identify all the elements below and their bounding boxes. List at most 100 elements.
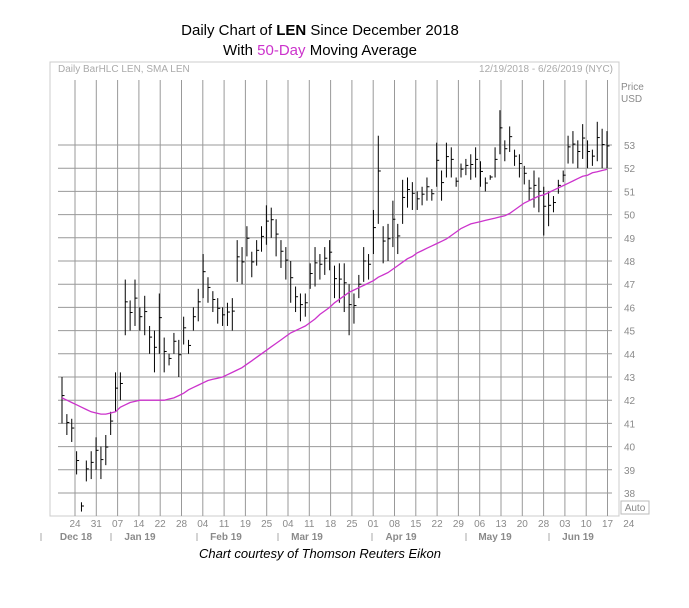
price-bar bbox=[596, 121, 600, 162]
sma-line bbox=[61, 168, 608, 415]
y-tick-label: 42 bbox=[624, 396, 636, 407]
price-bar bbox=[207, 277, 211, 303]
price-bar bbox=[358, 274, 362, 299]
y-tick-label: 39 bbox=[624, 466, 636, 477]
month-label: Jun 19 bbox=[562, 532, 594, 543]
chart-frame bbox=[49, 61, 620, 517]
price-bar bbox=[319, 254, 323, 280]
x-tick-label: 06 bbox=[474, 519, 486, 530]
price-bar bbox=[183, 316, 187, 345]
month-labels: Dec 18 Jan 19 Feb 19 Mar 19 Apr 19 May 19 Jun … bbox=[40, 532, 594, 543]
price-bar bbox=[265, 205, 269, 245]
chart-credit: Chart courtesy of Thomson Reuters Eikon bbox=[198, 546, 442, 561]
price-bar bbox=[129, 300, 133, 331]
price-bar bbox=[61, 377, 65, 424]
y-tick-label: 53 bbox=[624, 141, 636, 152]
sma-period-label: 50-Day bbox=[257, 42, 306, 59]
price-bar bbox=[80, 502, 84, 512]
x-tick-label: 20 bbox=[517, 519, 529, 530]
y-tick-label: 38 bbox=[624, 489, 636, 500]
price-bar bbox=[528, 179, 532, 201]
price-bar bbox=[484, 177, 488, 192]
x-tick-label: 31 bbox=[91, 519, 103, 530]
auto-scale-button[interactable] bbox=[620, 500, 650, 515]
price-bar bbox=[489, 175, 493, 180]
price-bar bbox=[557, 179, 561, 194]
price-bar bbox=[178, 339, 182, 377]
price-bar bbox=[445, 142, 449, 178]
price-bar bbox=[202, 254, 206, 299]
price-bar bbox=[368, 254, 372, 280]
y-tick-label: 44 bbox=[624, 350, 636, 361]
price-bar bbox=[304, 293, 308, 317]
price-bar bbox=[441, 170, 445, 201]
price-axis-label: Price bbox=[621, 82, 644, 93]
price-bar bbox=[85, 460, 89, 482]
price-bar bbox=[387, 223, 391, 261]
price-bar bbox=[217, 298, 221, 324]
month-label: Feb 19 bbox=[210, 532, 242, 543]
price-bar bbox=[363, 247, 367, 282]
price-bar bbox=[343, 263, 347, 313]
price-bar bbox=[226, 302, 230, 326]
price-bar bbox=[548, 191, 552, 227]
price-bar bbox=[499, 110, 503, 155]
price-bar bbox=[431, 189, 435, 201]
x-axis-ticks: 24 31 07 14 22 28 04 11 19 25 04 11 18 25 01 08 15 22 29 06… bbox=[69, 519, 634, 530]
price-bar bbox=[402, 179, 406, 224]
price-bar bbox=[601, 128, 605, 169]
price-bar bbox=[270, 207, 274, 238]
price-bar bbox=[470, 154, 474, 180]
y-tick-label: 46 bbox=[624, 303, 636, 314]
price-bar bbox=[158, 293, 162, 354]
price-bar bbox=[197, 288, 201, 322]
x-tick-label: 11 bbox=[304, 519, 315, 530]
price-bar bbox=[494, 147, 498, 178]
price-bar bbox=[290, 261, 294, 303]
grid-lines bbox=[58, 80, 612, 516]
x-tick-label: 04 bbox=[282, 519, 294, 530]
auto-scale-label: Auto bbox=[625, 503, 646, 514]
price-bar bbox=[338, 263, 342, 303]
currency-axis-label: USD bbox=[621, 94, 642, 105]
chart-series-label: Daily BarHLC LEN, SMA LEN bbox=[58, 64, 190, 75]
x-tick-label: 22 bbox=[155, 519, 167, 530]
price-bar bbox=[475, 147, 479, 178]
x-tick-label: 03 bbox=[559, 519, 571, 530]
y-tick-label: 51 bbox=[624, 187, 636, 198]
price-bar bbox=[192, 307, 196, 331]
price-bar bbox=[90, 451, 94, 480]
price-bar bbox=[572, 131, 576, 164]
price-bar bbox=[115, 372, 119, 412]
price-bar bbox=[421, 186, 425, 206]
month-label: Mar 19 bbox=[291, 532, 323, 543]
y-tick-label: 49 bbox=[624, 234, 636, 245]
price-bar bbox=[465, 158, 469, 176]
price-bar bbox=[591, 149, 595, 166]
price-bar bbox=[324, 247, 328, 275]
price-bar bbox=[134, 279, 138, 326]
price-bar bbox=[314, 247, 318, 287]
price-bar bbox=[582, 124, 586, 159]
price-bar bbox=[382, 226, 386, 264]
price-bar bbox=[149, 325, 153, 354]
price-bar bbox=[411, 182, 415, 210]
x-tick-label: 19 bbox=[240, 519, 252, 530]
price-bar bbox=[212, 291, 216, 313]
price-bar bbox=[455, 177, 459, 187]
x-tick-label: 08 bbox=[389, 519, 401, 530]
x-tick-label: 01 bbox=[368, 519, 380, 530]
x-tick-label: 28 bbox=[176, 519, 188, 530]
x-tick-label: 29 bbox=[453, 519, 465, 530]
y-tick-label: 45 bbox=[624, 327, 636, 338]
price-bar bbox=[168, 353, 172, 366]
price-bar bbox=[406, 177, 410, 208]
price-bar bbox=[251, 251, 255, 278]
price-bar bbox=[309, 263, 313, 289]
y-axis-ticks: 38 39 40 41 42 43 44 45 46 47 48 49 50 51 52 53 bbox=[624, 141, 636, 500]
price-bar bbox=[533, 170, 537, 208]
price-bar bbox=[163, 337, 167, 373]
price-bar bbox=[334, 265, 337, 299]
price-bar bbox=[577, 140, 581, 169]
